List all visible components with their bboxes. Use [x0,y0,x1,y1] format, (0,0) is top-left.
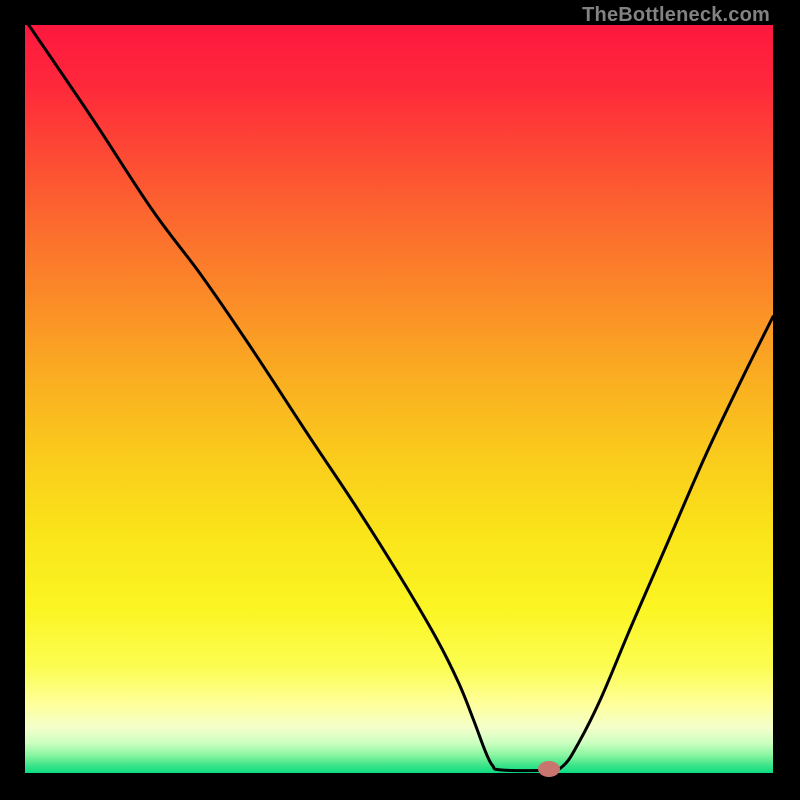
optimal-point-marker [538,761,560,777]
bottleneck-curve [25,25,773,773]
chart-container: { "chart": { "type": "line", "attributio… [0,0,800,800]
plot-area [25,25,773,773]
attribution-text: TheBottleneck.com [582,4,770,27]
